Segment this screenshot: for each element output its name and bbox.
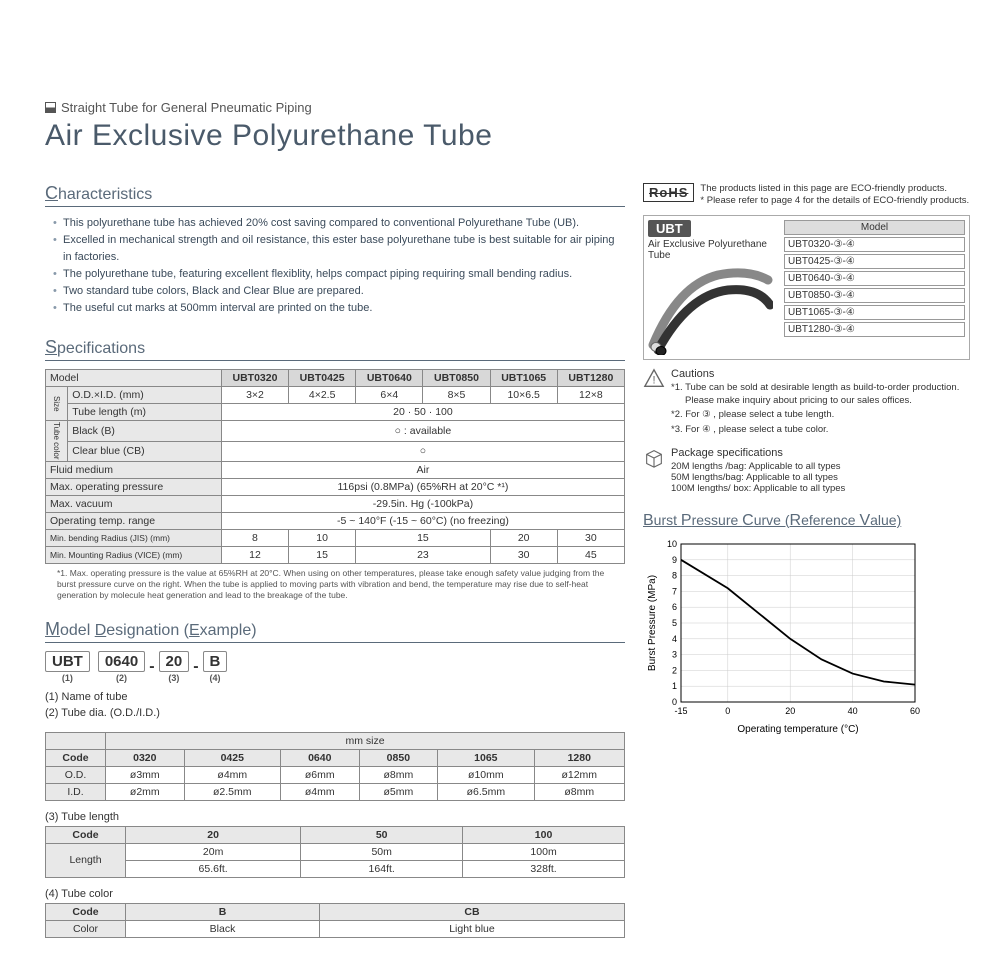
svg-text:7: 7 [672,586,677,596]
model-list-header: Model [784,220,965,235]
model-item: UBT0425-③-④ [784,254,965,269]
pre-title-text: Straight Tube for General Pneumatic Pipi… [61,100,312,115]
svg-text:9: 9 [672,555,677,565]
model-segment: B(4) [203,651,228,683]
characteristic-item: The useful cut marks at 500mm interval a… [53,300,625,317]
package-heading: Package specifications [671,447,845,459]
characteristic-item: Two standard tube colors, Black and Clea… [53,283,625,300]
model-example: UBT(1) 0640(2)-20(3)-B(4) [45,651,625,683]
specifications-heading: Specifications [45,337,625,361]
caution-item: *2. For ③ , please select a tube length. [685,409,970,422]
characteristic-item: This polyurethane tube has achieved 20% … [53,215,625,232]
svg-text:4: 4 [672,634,677,644]
ubt-subtitle: Air Exclusive Polyurethane Tube [648,239,778,261]
characteristics-list: This polyurethane tube has achieved 20% … [53,215,625,317]
cautions-block: ! Cautions *1. Tube can be sold at desir… [643,368,970,439]
package-item: 20M lengths /bag: Applicable to all type… [671,461,845,472]
svg-text:8: 8 [672,571,677,581]
ubt-tag: UBT [648,220,691,237]
svg-text:40: 40 [848,706,858,716]
svg-text:Burst Pressure (MPa): Burst Pressure (MPa) [647,575,658,671]
model-list: Model UBT0320-③-④ UBT0425-③-④ UBT0640-③-④ U… [784,220,965,355]
caution-item: *3. For ④ , please select a tube color. [685,424,970,437]
model-designation-heading: Model Designation (Example) [45,619,625,643]
svg-text:3: 3 [672,650,677,660]
pre-title: Straight Tube for General Pneumatic Pipi… [45,100,970,115]
cautions-heading: Cautions [671,368,970,380]
svg-text:-15: -15 [674,706,687,716]
svg-text:2: 2 [672,665,677,675]
svg-text:10: 10 [667,539,677,549]
cube-icon [45,102,56,113]
model-item: UBT0320-③-④ [784,237,965,252]
svg-text:5: 5 [672,618,677,628]
model-item: UBT1065-③-④ [784,305,965,320]
model-segment: 20(3) [159,651,190,683]
rohs-badge: RoHS [643,183,694,202]
length-table: Code2050100Length20m50m100m65.6ft.164ft.… [45,826,625,878]
package-item: 50M lengths/bag: Applicable to all types [671,472,845,483]
model-legend: (1) Name of tube(2) Tube dia. (O.D./I.D.… [45,689,625,722]
color-table: CodeBCBColorBlackLight blue [45,903,625,938]
tube-color-label: (4) Tube color [45,888,625,900]
characteristics-heading: Characteristics [45,183,625,207]
package-block: Package specifications 20M lengths /bag:… [643,447,970,494]
rohs-block: RoHS The products listed in this page ar… [643,183,970,207]
model-segment: 0640(2) [98,651,145,683]
warning-icon: ! [643,368,665,390]
page-title: Air Exclusive Polyurethane Tube [45,119,970,153]
svg-text:1: 1 [672,681,677,691]
model-item: UBT0640-③-④ [784,271,965,286]
package-icon [643,447,665,469]
dia-table: mm sizeCode032004250640085010651280O.D.ø… [45,732,625,801]
spec-footnote: *1. Max. operating pressure is the value… [57,568,625,601]
model-segment: UBT(1) [45,651,90,683]
eco-text: The products listed in this page are ECO… [700,183,969,207]
model-item: UBT0850-③-④ [784,288,965,303]
model-box: UBT Air Exclusive Polyurethane Tube Mode… [643,215,970,360]
caution-item: *1. Tube can be sold at desirable length… [685,382,970,408]
tube-length-label: (3) Tube length [45,811,625,823]
svg-text:!: ! [652,374,655,386]
tube-image [648,265,773,355]
burst-chart: 012345678910-150204060Operating temperat… [643,536,923,736]
svg-text:20: 20 [785,706,795,716]
svg-text:Operating temperature (°C): Operating temperature (°C) [737,724,858,735]
package-item: 100M lengths/ box: Applicable to all typ… [671,483,845,494]
svg-text:6: 6 [672,602,677,612]
svg-text:60: 60 [910,706,920,716]
spec-table: ModelUBT0320UBT0425UBT0640UBT0850UBT1065… [45,369,625,564]
characteristic-item: The polyurethane tube, featuring excelle… [53,266,625,283]
model-item: UBT1280-③-④ [784,322,965,337]
chart-title: Burst Pressure Curve (Reference Value) [643,512,970,530]
characteristic-item: Excelled in mechanical strength and oil … [53,232,625,266]
svg-text:0: 0 [725,706,730,716]
